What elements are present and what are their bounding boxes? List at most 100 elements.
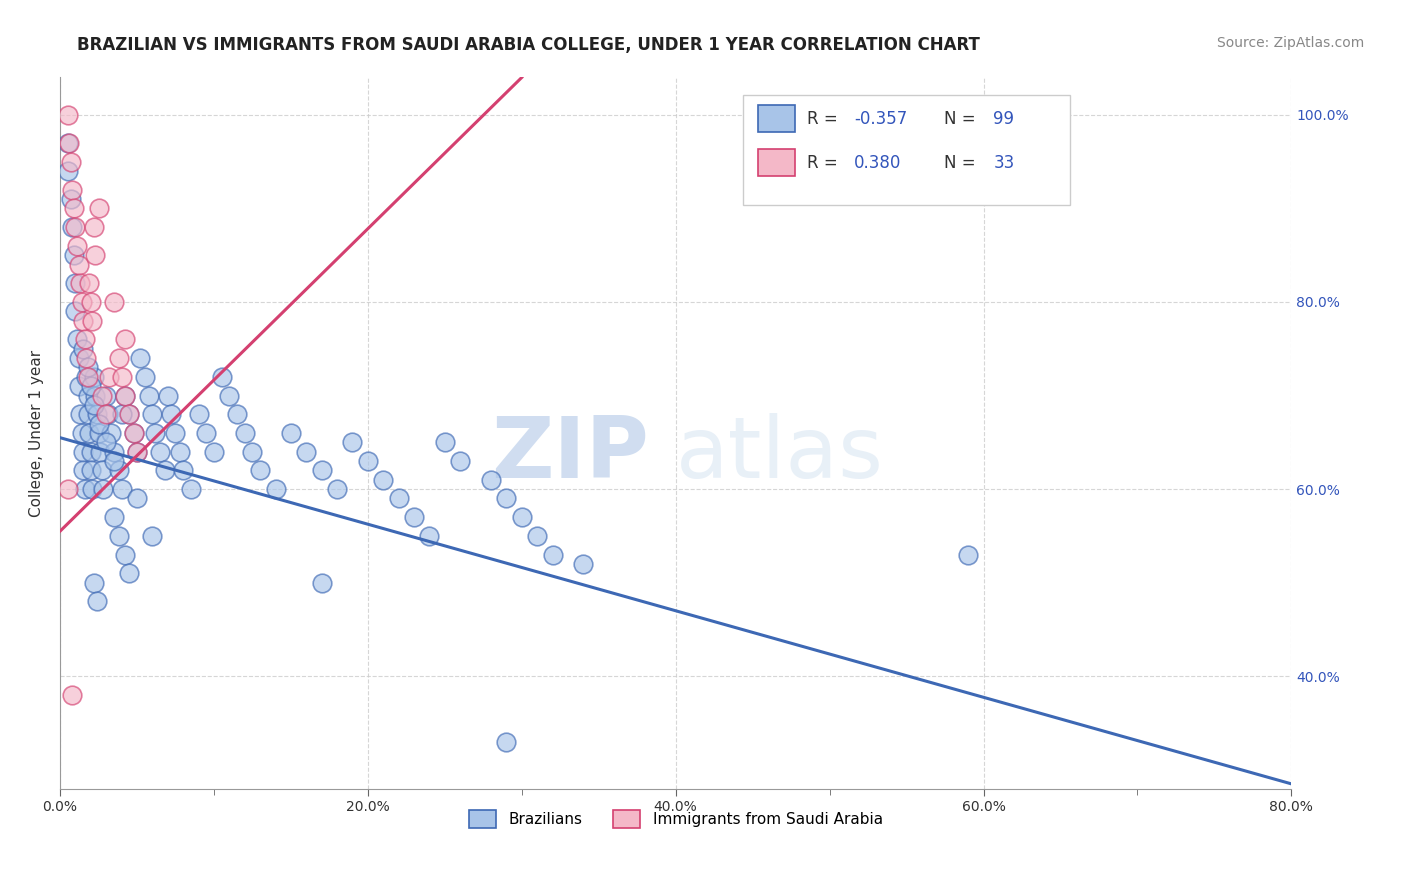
Point [433, 435, 456, 450]
Point [83, 369, 105, 384]
Point [342, 435, 364, 450]
Point [103, 295, 125, 310]
Point [72, 342, 94, 356]
Point [118, 407, 141, 421]
Point [65, 277, 87, 291]
Point [59, 192, 82, 206]
Point [66, 239, 89, 253]
Point [80, 379, 103, 393]
Point [67, 379, 90, 393]
Point [83, 575, 105, 590]
Text: N =: N = [943, 110, 981, 128]
Point [541, 548, 564, 562]
Point [60, 183, 83, 197]
Point [76, 407, 98, 421]
Point [80, 463, 103, 477]
Point [76, 388, 98, 402]
Point [89, 444, 111, 458]
FancyBboxPatch shape [758, 149, 796, 177]
Point [75, 351, 97, 365]
Point [69, 277, 91, 291]
Point [70, 295, 93, 310]
Point [125, 444, 148, 458]
Point [145, 425, 167, 440]
Point [114, 548, 136, 562]
Point [295, 444, 318, 458]
Point [84, 388, 107, 402]
Text: R =: R = [807, 153, 844, 172]
FancyBboxPatch shape [744, 95, 1070, 205]
Point [82, 482, 104, 496]
Point [60, 220, 83, 235]
Point [80, 295, 103, 310]
Point [87, 202, 110, 216]
Point [169, 444, 191, 458]
Point [103, 454, 125, 468]
Point [449, 454, 471, 468]
Point [226, 407, 249, 421]
Point [572, 557, 595, 571]
Point [187, 407, 209, 421]
Point [96, 388, 118, 402]
Point [233, 425, 256, 440]
Point [65, 304, 87, 318]
Point [90, 388, 112, 402]
Point [77, 425, 100, 440]
Point [510, 510, 533, 524]
Point [388, 491, 411, 506]
Point [73, 482, 96, 496]
Point [58, 136, 80, 150]
Point [195, 425, 218, 440]
Legend: Brazilians, Immigrants from Saudi Arabia: Brazilians, Immigrants from Saudi Arabia [463, 805, 889, 834]
Point [138, 388, 160, 402]
Text: 0.380: 0.380 [855, 153, 901, 172]
Point [110, 482, 132, 496]
Point [373, 473, 395, 487]
Text: ZIP: ZIP [491, 413, 648, 496]
Point [76, 369, 98, 384]
Text: Source: ZipAtlas.com: Source: ZipAtlas.com [1216, 36, 1364, 50]
Y-axis label: College, Under 1 year: College, Under 1 year [30, 350, 44, 516]
Point [59, 154, 82, 169]
Point [103, 444, 125, 458]
Text: -0.357: -0.357 [855, 110, 907, 128]
Point [311, 575, 333, 590]
Point [122, 425, 145, 440]
Point [65, 220, 87, 235]
Point [110, 369, 132, 384]
Point [122, 425, 145, 440]
Point [80, 444, 103, 458]
Point [211, 369, 233, 384]
Point [98, 369, 121, 384]
Point [218, 388, 240, 402]
Point [103, 510, 125, 524]
Point [72, 444, 94, 458]
Point [63, 248, 86, 262]
Point [56, 136, 79, 150]
Point [165, 425, 187, 440]
Point [91, 482, 114, 496]
Point [114, 388, 136, 402]
Point [149, 444, 172, 458]
Point [418, 529, 440, 543]
Point [100, 425, 122, 440]
Point [357, 454, 380, 468]
Point [67, 258, 90, 272]
Point [402, 510, 425, 524]
Point [202, 444, 225, 458]
Point [134, 369, 156, 384]
Point [125, 491, 148, 506]
Point [96, 435, 118, 450]
Point [526, 529, 548, 543]
Point [69, 407, 91, 421]
Point [56, 164, 79, 178]
Point [63, 202, 86, 216]
Point [172, 463, 194, 477]
Point [249, 463, 271, 477]
Point [125, 444, 148, 458]
Text: BRAZILIAN VS IMMIGRANTS FROM SAUDI ARABIA COLLEGE, UNDER 1 YEAR CORRELATION CHAR: BRAZILIAN VS IMMIGRANTS FROM SAUDI ARABI… [77, 36, 980, 54]
Point [90, 463, 112, 477]
Point [82, 314, 104, 328]
Point [264, 482, 287, 496]
Point [87, 425, 110, 440]
